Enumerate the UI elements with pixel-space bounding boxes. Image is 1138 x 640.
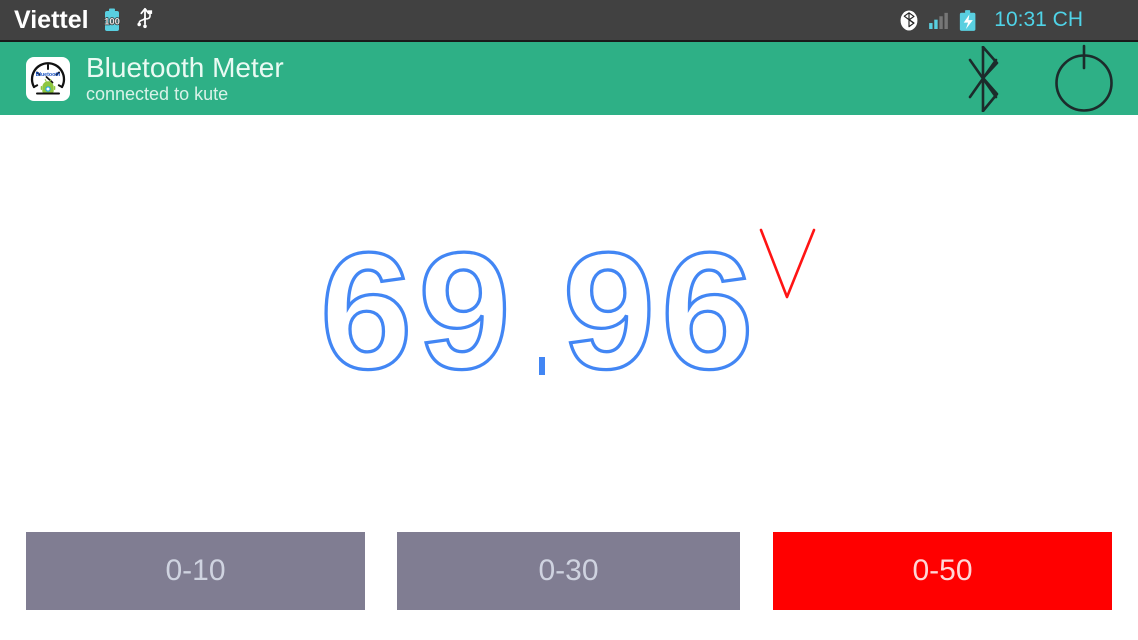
- svg-text:Bluetooth: Bluetooth: [36, 72, 61, 78]
- svg-text:100: 100: [104, 17, 120, 28]
